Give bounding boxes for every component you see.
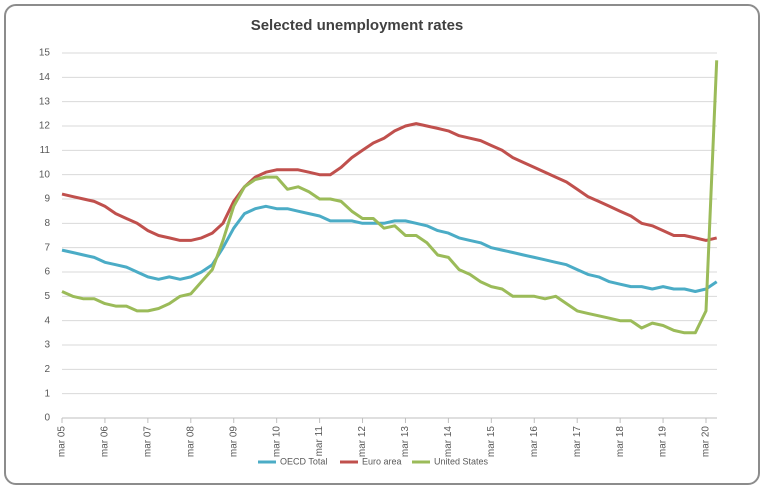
y-tick-label: 8 (44, 218, 50, 229)
x-tick-label: mar 20 (701, 426, 712, 458)
x-tick-label: mar 09 (228, 426, 239, 458)
series-line (61, 122, 718, 242)
legend-label: United States (434, 456, 489, 466)
y-tick-label: 13 (39, 96, 51, 107)
y-tick-label: 10 (39, 169, 51, 180)
x-tick-label: mar 17 (572, 426, 583, 458)
y-tick-label: 0 (44, 413, 50, 424)
y-tick-label: 6 (44, 267, 50, 278)
y-tick-label: 14 (39, 72, 51, 83)
x-tick-label: mar 11 (314, 426, 325, 457)
series-line (61, 204, 718, 293)
y-tick-label: 11 (40, 145, 51, 156)
y-tick-label: 5 (44, 291, 50, 302)
x-tick-label: mar 06 (100, 426, 111, 458)
x-tick-label: mar 08 (185, 426, 196, 458)
x-tick-label: mar 13 (400, 426, 411, 458)
x-tick-label: mar 07 (143, 426, 154, 458)
y-tick-label: 2 (44, 364, 50, 375)
chart-frame (4, 4, 760, 485)
y-tick-label: 7 (44, 242, 50, 253)
x-tick-label: mar 05 (57, 426, 68, 458)
y-tick-label: 1 (44, 388, 50, 399)
x-tick-label: mar 12 (357, 426, 368, 458)
x-tick-label: mar 18 (615, 426, 626, 458)
x-tick-label: mar 19 (658, 426, 669, 458)
series-line (61, 60, 719, 335)
x-tick-label: mar 16 (529, 426, 540, 458)
y-tick-label: 15 (39, 48, 51, 59)
x-tick-label: mar 15 (486, 426, 497, 458)
y-tick-label: 4 (44, 315, 50, 326)
legend-label: OECD Total (280, 456, 327, 466)
chart-title: Selected unemployment rates (251, 17, 464, 34)
x-tick-label: mar 14 (443, 426, 454, 458)
y-tick-label: 9 (44, 194, 50, 205)
x-tick-label: mar 10 (271, 426, 282, 458)
legend-label: Euro area (362, 456, 402, 466)
y-tick-label: 12 (39, 121, 51, 132)
y-tick-label: 3 (44, 340, 50, 351)
